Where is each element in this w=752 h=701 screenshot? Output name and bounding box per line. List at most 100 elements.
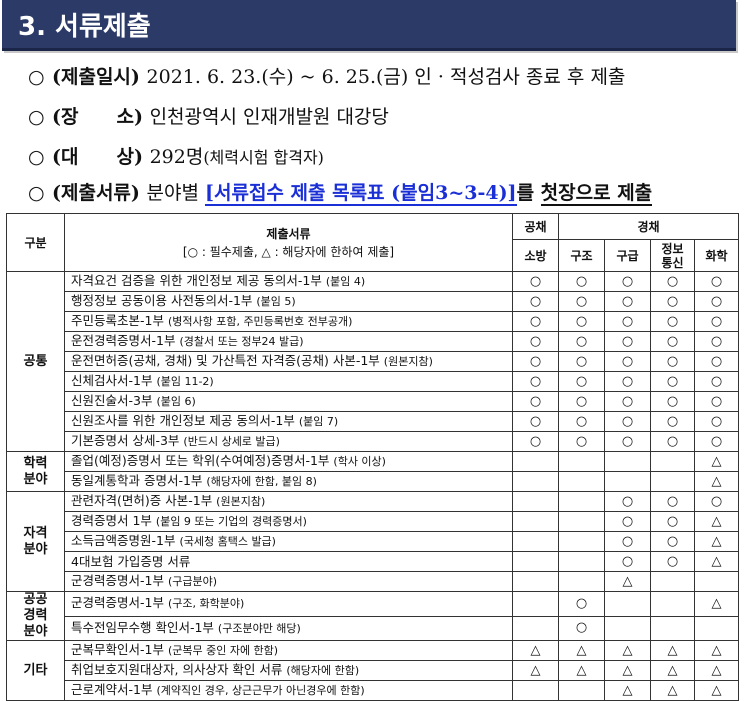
mark-cell: ○ xyxy=(604,511,651,532)
document-cell: 근로계약서-1부 (계약직인 경우, 상근근무가 아닌경우에 한함) xyxy=(64,680,513,701)
table-row: 행정정보 공동이용 사전동의서-1부 (붙임 5) ○ ○ ○ ○ ○ xyxy=(7,291,739,312)
table-row: 동일계통학과 증명서-1부 (해당자에 한함, 붙임 8) △ xyxy=(7,471,739,492)
category-cell: 공통 xyxy=(6,271,65,452)
mark-cell: ○ xyxy=(604,291,651,312)
mark-cell: ○ xyxy=(512,291,559,312)
document-cell: 군복무확인서-1부 (군복무 중인 자에 한함) xyxy=(64,640,513,661)
public-group-header: 공채 xyxy=(512,213,559,240)
info-label: (제출서류) xyxy=(52,182,147,204)
mark-cell: ○ xyxy=(694,271,739,292)
mark-cell xyxy=(604,471,651,492)
mark-cell xyxy=(512,571,559,592)
mark-cell xyxy=(694,571,739,592)
info-value: 첫장으로 제출 xyxy=(540,182,653,206)
mark-cell xyxy=(558,531,605,552)
mark-cell xyxy=(650,571,695,592)
table-row: 4대보험 가입증명 서류 ○ ○ △ xyxy=(7,551,739,572)
table-row: 경력증명서 1부 (붙임 9 또는 기업의 경력증명서) ○ ○ △ xyxy=(7,511,739,532)
table-row: 소득금액증명원-1부 (국세청 홈택스 발급) ○ ○ △ xyxy=(7,531,739,552)
field-header: 소방 xyxy=(512,239,559,272)
bullet-icon: ○ xyxy=(28,66,45,88)
table-row: 신원진술서-3부 (붙임 6) ○ ○ ○ ○ ○ xyxy=(7,391,739,412)
mark-cell: ○ xyxy=(650,491,695,512)
table-row: 신원조사를 위한 개인정보 제공 동의서-1부 (붙임 7) ○ ○ ○ ○ ○ xyxy=(7,411,739,432)
bullet-icon: ○ xyxy=(28,146,45,168)
mark-cell: ○ xyxy=(604,391,651,412)
mark-cell xyxy=(512,615,559,641)
mark-cell xyxy=(604,591,651,617)
mark-cell: △ xyxy=(650,640,695,661)
document-cell: 동일계통학과 증명서-1부 (해당자에 한함, 붙임 8) xyxy=(64,471,513,492)
document-cell: 군경력증명서-1부 (구조, 화학분야) xyxy=(64,591,513,617)
document-cell: 경력증명서 1부 (붙임 9 또는 기업의 경력증명서) xyxy=(64,511,513,532)
documents-header: 제출서류 [○ : 필수제출, △ : 해당자에 한하여 제출] xyxy=(64,213,513,272)
mark-cell: ○ xyxy=(558,591,605,617)
table-row: 공통 자격요건 검증을 위한 개인정보 제공 동의서-1부 (붙임 4) ○ ○ ○ ○ ○ xyxy=(6,271,739,452)
mark-cell: ○ xyxy=(650,551,695,572)
category-cell: 공공 경력 분야 xyxy=(6,591,65,641)
section-title: 3. 서류제출 xyxy=(18,12,151,42)
info-value: 인천광역시 인재개발원 대강당 xyxy=(149,106,389,128)
mark-cell: ○ xyxy=(512,411,559,432)
document-cell: 신체검사서-1부 (붙임 11-2) xyxy=(64,371,513,392)
mark-cell: ○ xyxy=(558,351,605,372)
mark-cell: △ xyxy=(512,660,559,681)
mark-cell: ○ xyxy=(558,331,605,352)
mark-cell: ○ xyxy=(558,271,605,292)
document-cell: 운전경력증명서-1부 (경찰서 또는 정부24 발급) xyxy=(64,331,513,352)
mark-cell: ○ xyxy=(604,411,651,432)
field-header: 구조 xyxy=(558,239,605,272)
mark-cell: ○ xyxy=(512,371,559,392)
mark-cell: ○ xyxy=(604,311,651,332)
bullet-icon: ○ xyxy=(28,106,45,128)
mark-cell: ○ xyxy=(558,431,605,452)
mark-cell: △ xyxy=(694,551,739,572)
mark-cell: ○ xyxy=(558,411,605,432)
table-row: 근로계약서-1부 (계약직인 경우, 상근근무가 아닌경우에 한함) △ △ △ xyxy=(7,680,739,701)
category-cell: 학력 분야 xyxy=(6,451,65,492)
mark-cell: ○ xyxy=(650,511,695,532)
mark-cell xyxy=(558,511,605,532)
mark-cell: ○ xyxy=(512,311,559,332)
table-row: 특수전임무수행 확인서-1부 (구조분야만 해당) ○ xyxy=(7,615,739,641)
mark-cell: ○ xyxy=(512,431,559,452)
mark-cell xyxy=(512,511,559,532)
document-cell: 운전면허증(공채, 경채) 및 가산특전 자격증(공채) 사본-1부 (원본지참… xyxy=(64,351,513,372)
category-cell: 자격 분야 xyxy=(6,491,65,592)
mark-cell: ○ xyxy=(558,311,605,332)
category-header: 구분 xyxy=(6,213,65,272)
document-cell: 행정정보 공동이용 사전동의서-1부 (붙임 5) xyxy=(64,291,513,312)
mark-cell xyxy=(604,615,651,641)
mark-cell: ○ xyxy=(650,351,695,372)
mark-cell: ○ xyxy=(694,431,739,452)
mark-cell: ○ xyxy=(604,271,651,292)
info-value: 분야별 xyxy=(146,182,205,204)
mark-cell: △ xyxy=(694,511,739,532)
table-row: 자격 분야 관련자격(면허)증 사본-1부 (원본지참) ○ ○ ○ xyxy=(6,491,739,592)
bullet-icon: ○ xyxy=(28,182,45,204)
mark-cell: ○ xyxy=(558,615,605,641)
documents-header-legend: [○ : 필수제출, △ : 해당자에 한하여 제출] xyxy=(182,244,395,259)
mark-cell: ○ xyxy=(694,351,739,372)
table-row: 군경력증명서-1부 (구급분야) △ xyxy=(7,571,739,592)
document-cell: 취업보호지원대상자, 의사상자 확인 서류 (해당자에 한함) xyxy=(64,660,513,681)
mark-cell xyxy=(512,551,559,572)
mark-cell xyxy=(558,471,605,492)
document-cell: 4대보험 가입증명 서류 xyxy=(64,551,513,572)
mark-cell: △ xyxy=(604,640,651,661)
table-row: 기본증명서 상세-3부 (반드시 상세로 발급) ○ ○ ○ ○ ○ xyxy=(7,431,739,452)
mark-cell: ○ xyxy=(512,351,559,372)
mark-cell xyxy=(650,471,695,492)
mark-cell: ○ xyxy=(512,331,559,352)
table-row: 운전면허증(공채, 경채) 및 가산특전 자격증(공채) 사본-1부 (원본지참… xyxy=(7,351,739,372)
info-value: [서류접수 제출 목록표 (붙임3~3-4)] xyxy=(205,182,517,206)
mark-cell xyxy=(650,615,695,641)
mark-cell: ○ xyxy=(694,311,739,332)
mark-cell: △ xyxy=(650,660,695,681)
career-group-header: 경채 xyxy=(558,213,739,240)
mark-cell xyxy=(512,591,559,617)
mark-cell: ○ xyxy=(650,291,695,312)
table-row: 운전경력증명서-1부 (경찰서 또는 정부24 발급) ○ ○ ○ ○ ○ xyxy=(7,331,739,352)
mark-cell xyxy=(512,531,559,552)
mark-cell: ○ xyxy=(558,291,605,312)
